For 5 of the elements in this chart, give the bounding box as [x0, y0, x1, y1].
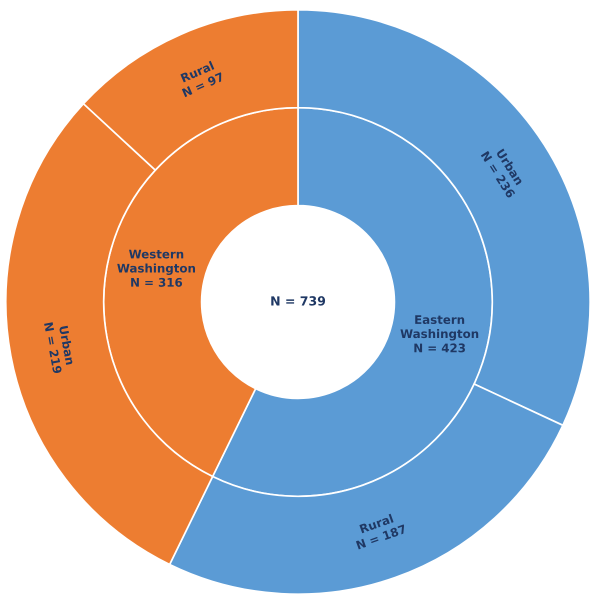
- data-label: Eastern Washington N = 423: [400, 315, 478, 352]
- text: N = 739: [271, 296, 326, 306]
- data-label: Urban N = 219: [44, 322, 76, 374]
- data-label: Western Washington N = 316: [117, 250, 195, 287]
- data-label: Rural N = 187: [356, 514, 407, 550]
